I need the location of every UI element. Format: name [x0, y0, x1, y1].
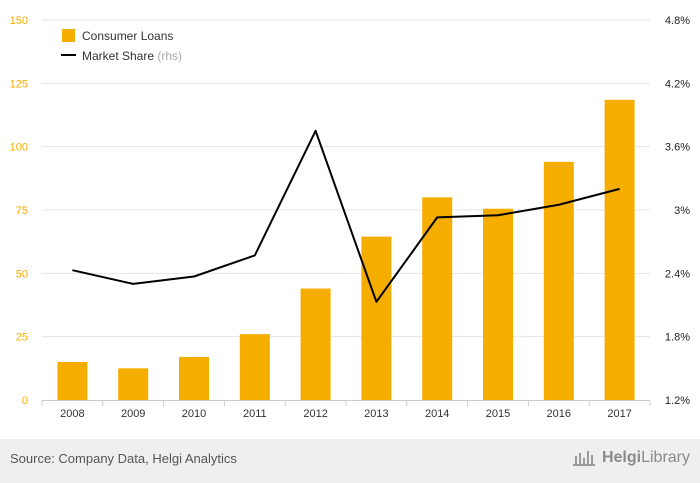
footer: Source: Company Data, Helgi Analytics He… [0, 439, 700, 483]
y-left-tick-label: 150 [10, 15, 28, 27]
bar [300, 288, 331, 400]
x-tick-label: 2010 [182, 408, 206, 420]
y-right-tick-label: 4.2% [665, 78, 690, 90]
bar [604, 99, 635, 401]
x-tick-label: 2017 [607, 408, 631, 420]
x-tick-label: 2008 [60, 408, 84, 420]
logo-text: HelgiLibrary [601, 449, 690, 466]
y-right-tick-label: 3% [674, 205, 690, 217]
bar [422, 197, 453, 400]
y-right-tick-label: 4.8% [665, 15, 690, 27]
library-building-icon [572, 451, 595, 466]
bar [179, 356, 209, 400]
bar [483, 208, 513, 400]
helgi-library-logo[interactable]: HelgiLibrary [572, 449, 690, 467]
x-tick-label: 2014 [425, 408, 449, 420]
x-tick-label: 2009 [121, 408, 145, 420]
y-left-tick-label: 50 [16, 268, 28, 280]
y-right-tick-label: 1.2% [665, 395, 690, 407]
legend-swatch-consumer-loans [62, 29, 75, 42]
chart: 0 25 50 75 100 125 150 1.2% 1.8% 2.4% 3% 3.6% 4.2% 4.… [10, 15, 691, 420]
x-tick-label: 2012 [303, 408, 327, 420]
legend-label-consumer-loans: Consumer Loans [82, 29, 173, 43]
bar [118, 368, 149, 400]
x-tick-label: 2013 [364, 408, 388, 420]
y-right-tick-label: 3.6% [665, 142, 690, 154]
line-market-share [72, 129, 620, 303]
legend-label-market-share: Market Share (rhs) [82, 49, 182, 63]
y-right-tick-label: 1.8% [665, 332, 690, 344]
x-tick-label: 2015 [486, 408, 510, 420]
y-right-tick-label: 2.4% [665, 268, 690, 280]
bar [57, 362, 88, 400]
y-left-tick-label: 100 [10, 142, 28, 154]
y-left-tick-label: 25 [16, 332, 28, 344]
bar [361, 236, 392, 400]
bar [543, 161, 574, 400]
x-tick-label: 2011 [243, 408, 267, 420]
bar [239, 334, 270, 400]
y-left-tick-label: 125 [10, 78, 28, 90]
y-left-tick-label: 0 [22, 395, 28, 407]
y-left-tick-label: 75 [16, 205, 28, 217]
x-tick-label: 2016 [547, 408, 571, 420]
source-text: Source: Company Data, Helgi Analytics [10, 451, 237, 466]
